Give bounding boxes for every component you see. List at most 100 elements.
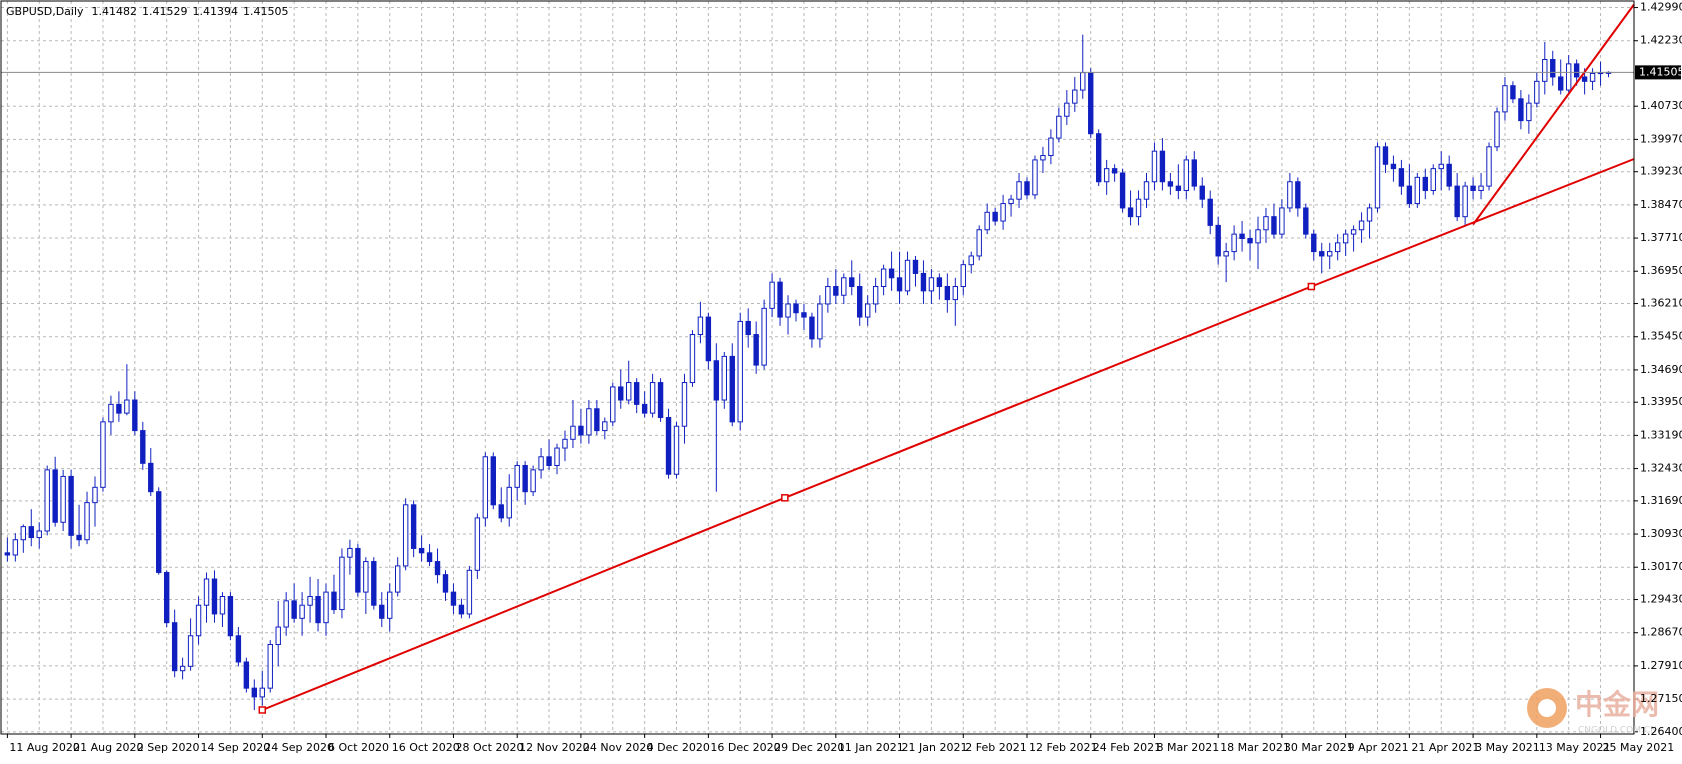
x-tick-label: 2 Sep 2020: [137, 741, 200, 754]
y-tick-label: 1.37710: [1640, 231, 1682, 244]
candle-body-up: [1000, 203, 1006, 222]
candle-body-down: [1207, 198, 1213, 226]
candle-body-up: [259, 687, 265, 698]
candle-body-down: [641, 403, 648, 414]
candle-body-down: [1398, 168, 1405, 187]
x-tick-label: 24 Nov 2020: [583, 741, 653, 754]
candle-body-up: [530, 469, 536, 493]
candle-body-up: [689, 334, 696, 384]
candle-body-up: [92, 486, 98, 504]
candle-body-up: [817, 303, 823, 340]
candle-body-up: [872, 286, 879, 305]
candle-body-up: [1016, 181, 1022, 200]
watermark-logo-inner: [1538, 699, 1556, 717]
candle-body-up: [610, 386, 616, 423]
candle-body-up: [1502, 85, 1508, 113]
candle-body-down: [1422, 176, 1428, 191]
candle-body-down: [1215, 224, 1221, 257]
watermark: 中金网 CNGOLD.COM.CN: [1527, 688, 1659, 736]
candle-body-down: [1382, 146, 1389, 165]
candle-body-up: [506, 486, 512, 519]
candle-body-down: [801, 312, 807, 318]
candle-body-up: [1056, 115, 1062, 139]
candle-body-up: [1032, 159, 1038, 196]
candle-body-up: [697, 316, 704, 336]
y-tick-label: 1.38470: [1640, 198, 1682, 211]
x-tick-label: 14 Sep 2020: [201, 741, 271, 754]
candle-body-up: [602, 421, 608, 432]
candle-body-down: [450, 591, 457, 606]
candle-body-down: [857, 286, 863, 318]
candle-body-up: [339, 556, 345, 611]
y-tick-label: 1.30930: [1640, 527, 1682, 540]
candle-body-up: [1103, 168, 1110, 183]
x-tick-label: 12 Nov 2020: [519, 741, 589, 754]
open: 1.41482: [92, 5, 138, 18]
candle-body-down: [1271, 216, 1277, 235]
x-tick-label: 8 Mar 2021: [1156, 741, 1219, 754]
candle-body-down: [211, 578, 218, 615]
candle-body-up: [474, 517, 481, 571]
candle-body-down: [379, 604, 385, 619]
candle-body-down: [849, 277, 855, 288]
candle-body-down: [458, 604, 465, 615]
candle-body-down: [1573, 63, 1580, 78]
candle-body-up: [1342, 233, 1349, 244]
candle-body-down: [1167, 181, 1174, 187]
x-tick-label: 24 Sep 2020: [264, 741, 334, 754]
x-tick-label: 16 Oct 2020: [392, 741, 460, 754]
trendline: [261, 158, 1635, 711]
candle-body-up: [1135, 198, 1142, 218]
y-tick-label: 1.42990: [1640, 1, 1682, 14]
candle-body-down: [546, 456, 552, 467]
x-tick-label: 16 Dec 2020: [710, 741, 780, 754]
candle-body-up: [100, 421, 106, 488]
candle-body-down: [1518, 98, 1524, 122]
candle-body-down: [1159, 150, 1166, 183]
candle-body-down: [936, 277, 943, 288]
candle-body-up: [841, 277, 847, 296]
candle-body-down: [657, 382, 664, 418]
candle-body-down: [28, 526, 34, 539]
candle-body-up: [626, 382, 632, 401]
candle-body-up: [1374, 146, 1381, 209]
candle-body-down: [753, 334, 759, 366]
candle-body-up: [36, 530, 42, 539]
y-tick-label: 1.36950: [1640, 264, 1682, 277]
candle-body-down: [235, 635, 242, 663]
trendline-anchor: [781, 494, 789, 502]
marks: [4, 34, 1612, 710]
candle-body-up: [363, 561, 369, 593]
y-tick-label: 1.33190: [1640, 428, 1682, 441]
candle-body-up: [1287, 181, 1293, 209]
candle-body-down: [331, 591, 337, 611]
candle-body-up: [108, 403, 114, 423]
candle-body-up: [267, 644, 273, 689]
candle-body-up: [402, 504, 409, 567]
candle-body-down: [1319, 251, 1325, 257]
current-price-box: [1635, 65, 1681, 80]
candle-body-down: [833, 286, 839, 296]
candle-body-down: [705, 316, 712, 362]
y-tick-label: 1.29430: [1640, 593, 1682, 606]
candle-body-down: [1024, 181, 1030, 196]
x-tick-label: 11 Jan 2021: [838, 741, 904, 754]
candle-body-down: [896, 277, 903, 292]
x-tick-label: 18 Mar 2021: [1220, 741, 1290, 754]
candle-body-down: [1127, 207, 1134, 218]
candle-body-down: [4, 552, 11, 556]
candle-body-up: [904, 259, 911, 292]
candle-body-up: [219, 595, 226, 615]
candle-body-down: [227, 595, 234, 637]
candle-body-down: [633, 382, 640, 405]
candle-body-down: [1406, 185, 1413, 205]
candle-body-down: [992, 211, 998, 222]
x-tick-label: 29 Dec 2020: [774, 741, 844, 754]
candle-body-up: [673, 425, 680, 475]
candle-body-up: [1048, 137, 1054, 157]
y-tick-label: 1.30170: [1640, 560, 1682, 573]
candle-body-down: [809, 316, 815, 340]
candle-body-down: [68, 475, 74, 536]
candle-body-up: [681, 382, 688, 427]
